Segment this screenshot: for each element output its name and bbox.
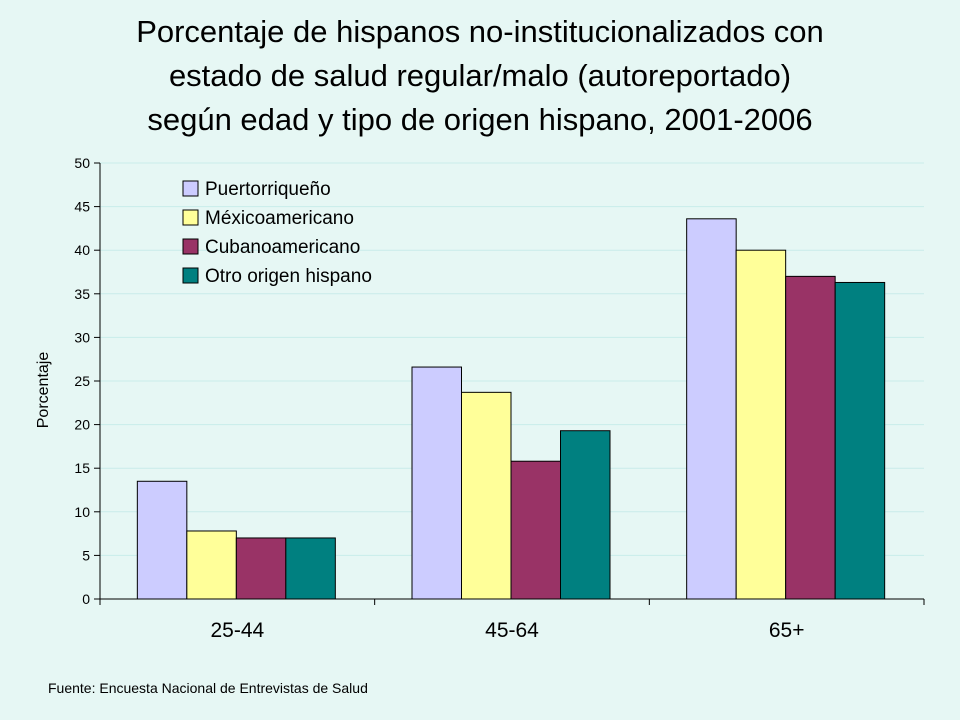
- bar: [136, 480, 188, 600]
- y-tick-label: 15: [74, 460, 90, 476]
- legend-label: Otro origen hispano: [205, 266, 372, 287]
- y-tick-label: 10: [74, 504, 90, 520]
- bar: [735, 249, 787, 600]
- bar: [461, 391, 512, 600]
- bar: [186, 530, 237, 600]
- source-note: Fuente: Encuesta Nacional de Entrevistas…: [48, 680, 368, 696]
- bar: [411, 366, 462, 600]
- y-tick-label: 25: [74, 373, 90, 389]
- legend-label: Méxicoamericano: [205, 208, 354, 229]
- y-tick-label: 20: [74, 417, 90, 433]
- legend-label: Puertorriqueño: [205, 179, 331, 200]
- bar: [560, 430, 611, 600]
- legend-swatch: [182, 209, 199, 226]
- chart-title-line-3: según edad y tipo de origen hispano, 200…: [147, 102, 813, 137]
- legend-swatch: [182, 238, 199, 255]
- y-tick-label: 45: [74, 199, 90, 215]
- chart-title-line-2: estado de salud regular/malo (autoreport…: [168, 58, 792, 93]
- legend: Puertorriqueño Méxicoamericano Cubanoameri…: [182, 179, 372, 287]
- bar: [686, 218, 737, 600]
- bars: [136, 218, 886, 600]
- x-tick-label: 45-64: [485, 619, 539, 642]
- legend-swatch: [182, 267, 199, 284]
- chart-title-line-1: Porcentaje de hispanos no-institucionali…: [136, 14, 824, 49]
- bar: [510, 460, 561, 600]
- y-tick-label: 35: [74, 286, 90, 302]
- bar: [285, 537, 336, 600]
- bar: [235, 537, 287, 600]
- y-tick-label: 50: [74, 155, 90, 171]
- y-tick-label: 0: [82, 591, 90, 607]
- y-axis-label: Porcentaje: [35, 352, 52, 429]
- bar: [834, 281, 886, 600]
- bar: [785, 275, 836, 600]
- legend-label: Cubanoamericano: [205, 237, 360, 258]
- legend-swatch: [182, 180, 199, 197]
- y-tick-label: 5: [82, 547, 90, 563]
- x-tick-label: 25-44: [210, 619, 264, 642]
- chart-title: Porcentaje de hispanos no-institucionali…: [20, 10, 940, 142]
- x-tick-label: 65+: [769, 619, 805, 642]
- axes: 0 5 10 15 20 25 30 35 40 45 50 25-44 45-64 65+: [74, 155, 925, 642]
- y-tick-label: 30: [74, 329, 90, 345]
- y-tick-label: 40: [74, 242, 90, 258]
